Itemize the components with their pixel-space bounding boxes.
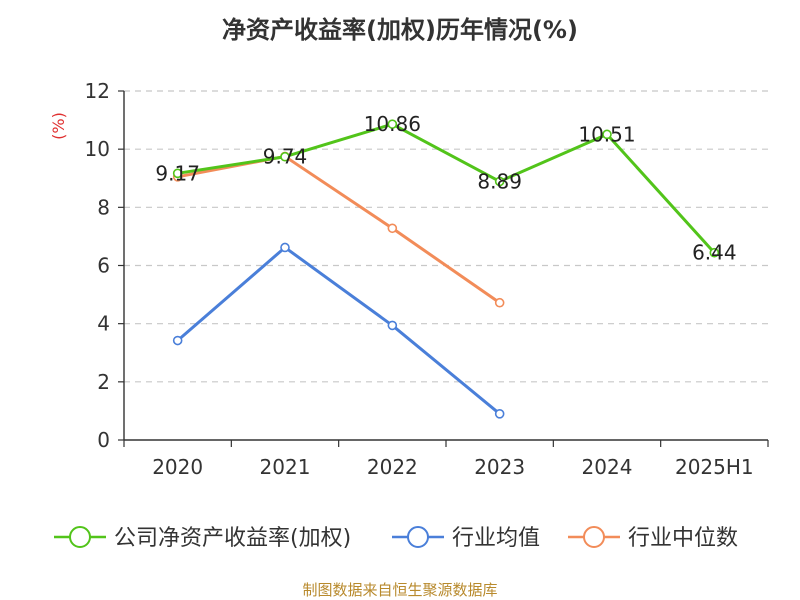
- data-label: 9.74: [263, 145, 308, 169]
- data-labels: 9.17 9.74 10.86 8.89 10.51 6.44: [155, 112, 736, 265]
- y-tick-label: 8: [97, 195, 110, 219]
- data-point: [494, 176, 505, 187]
- x-tick-label: 2024: [582, 455, 633, 479]
- y-tick-label: 12: [85, 79, 110, 103]
- y-tick-label: 4: [97, 312, 110, 336]
- y-tick-label: 6: [97, 254, 110, 278]
- y-tick-label: 0: [97, 428, 110, 452]
- series-layer: [172, 119, 720, 419]
- x-tick-label: 2023: [474, 455, 525, 479]
- data-point: [494, 409, 505, 419]
- data-point: [280, 242, 290, 253]
- data-point: [709, 247, 720, 258]
- data-label: 8.89: [477, 169, 522, 193]
- x-tick-label: 2020: [152, 455, 203, 479]
- x-tick-label: 2021: [260, 455, 311, 479]
- chart-title: 净资产收益率(加权)历年情况(%): [222, 16, 578, 44]
- x-tick-label: 2022: [367, 455, 418, 479]
- legend-marker: [407, 526, 429, 548]
- y-tick-label: 10: [85, 137, 110, 161]
- data-point: [387, 119, 398, 129]
- data-label: 10.86: [364, 112, 421, 136]
- legend-label: 行业均值: [452, 526, 540, 551]
- legend: 公司净资产收益率(加权) 行业均值 行业中位数: [54, 526, 738, 551]
- y-axis-unit: (%): [49, 112, 68, 140]
- data-point: [602, 129, 612, 140]
- data-point: [280, 151, 290, 162]
- data-label: 9.17: [155, 161, 200, 185]
- data-point: [387, 223, 398, 234]
- legend-label: 公司净资产收益率(加权): [114, 526, 351, 551]
- legend-marker: [69, 526, 91, 548]
- x-tick-label: 2025H1: [675, 455, 754, 479]
- legend-marker: [583, 526, 605, 548]
- gridlines: [124, 90, 768, 383]
- data-point: [387, 320, 398, 331]
- series-line: [177, 154, 501, 304]
- data-point: [494, 297, 505, 308]
- data-point: [172, 168, 183, 179]
- legend-label: 行业中位数: [628, 526, 738, 551]
- data-label: 10.51: [578, 122, 635, 146]
- series-line: [177, 122, 716, 254]
- source-note: 制图数据来自恒生聚源数据库: [302, 581, 498, 599]
- series-line: [176, 245, 501, 415]
- data-point: [172, 335, 183, 346]
- y-tick-label: 2: [97, 370, 110, 394]
- axes: 0 2 4 6 8 10 12 (%) 2020 2021 2022 2023 2024 2025H1: [49, 79, 769, 479]
- data-label: 6.44: [692, 241, 737, 265]
